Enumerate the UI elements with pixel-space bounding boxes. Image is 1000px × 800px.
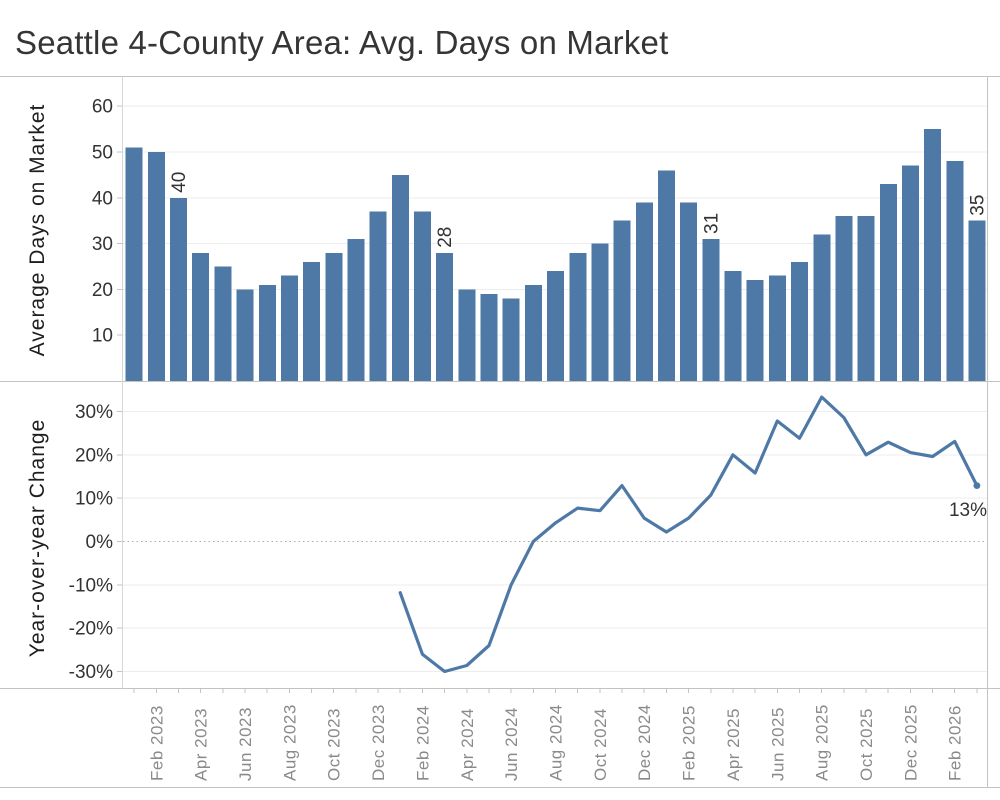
bar-mark[interactable] xyxy=(569,252,587,381)
bar-mark[interactable] xyxy=(835,216,853,381)
bar-mark[interactable] xyxy=(258,284,276,381)
x-tick-label: Dec 2024 xyxy=(635,704,654,781)
x-tick-label: Oct 2025 xyxy=(857,708,876,781)
bar-mark[interactable] xyxy=(303,261,321,381)
x-tick-label: Jun 2023 xyxy=(236,707,255,781)
bar-mark[interactable] xyxy=(768,275,786,381)
bar-value-label: 40 xyxy=(169,172,190,193)
bar-mark[interactable] xyxy=(236,289,254,381)
bar-value-label: 28 xyxy=(435,227,456,248)
bar-mark[interactable] xyxy=(857,216,875,381)
bar-mark[interactable] xyxy=(879,184,897,381)
bar-mark[interactable] xyxy=(924,129,942,381)
yoy-line[interactable] xyxy=(398,395,979,674)
x-tick-label: Dec 2025 xyxy=(901,704,920,781)
x-tick-label: Apr 2024 xyxy=(458,708,477,781)
page-title: Seattle 4-County Area: Avg. Days on Mark… xyxy=(15,24,669,61)
y-tick-label: 20% xyxy=(75,445,113,466)
bar-mark[interactable] xyxy=(547,271,565,381)
y-tick-label: -30% xyxy=(69,662,113,683)
bar-mark[interactable] xyxy=(946,161,964,381)
y-tick-label: -10% xyxy=(69,575,113,596)
y-tick-label: 20 xyxy=(92,280,113,301)
bar-mark[interactable] xyxy=(325,252,343,381)
bar-mark[interactable] xyxy=(635,202,653,381)
bar-mark[interactable] xyxy=(746,280,764,381)
bar-mark[interactable] xyxy=(347,239,365,381)
bar-value-label: 35 xyxy=(967,195,988,216)
bar-mark[interactable] xyxy=(502,298,520,381)
x-tick-label: Feb 2024 xyxy=(413,705,432,781)
x-tick-label: Aug 2023 xyxy=(280,704,299,781)
bar-mark[interactable] xyxy=(436,252,454,381)
bar-mark[interactable] xyxy=(369,211,387,382)
bar-mark[interactable] xyxy=(147,152,165,381)
x-tick-label: Jun 2025 xyxy=(768,707,787,781)
x-tick-label: Dec 2023 xyxy=(369,704,388,781)
y-tick-label: 10 xyxy=(92,326,113,347)
bar-mark[interactable] xyxy=(724,271,742,381)
x-tick-label: Feb 2025 xyxy=(680,705,699,781)
bar-mark[interactable] xyxy=(902,165,919,381)
x-tick-label: Oct 2023 xyxy=(325,708,344,781)
bar-mark[interactable] xyxy=(280,275,298,381)
bar-mark[interactable] xyxy=(458,289,476,381)
x-tick-label: Feb 2026 xyxy=(946,705,965,781)
bar-mark[interactable] xyxy=(524,284,542,381)
x-tick-label: Apr 2023 xyxy=(192,708,211,781)
x-tick-label: Aug 2024 xyxy=(547,704,566,781)
x-tick-label: Oct 2024 xyxy=(591,708,610,781)
bar-mark[interactable] xyxy=(813,234,831,381)
x-tick-label: Jun 2024 xyxy=(502,707,521,781)
yoy-end-label: 13% xyxy=(949,500,987,521)
bar-mark[interactable] xyxy=(591,243,609,381)
bar-mark[interactable] xyxy=(680,202,698,381)
y-tick-label: 50 xyxy=(92,143,113,164)
yoy-end-marker[interactable] xyxy=(973,482,981,489)
bar-mark[interactable] xyxy=(658,170,675,381)
x-tick-label: Apr 2025 xyxy=(724,708,743,781)
x-tick-label: Aug 2025 xyxy=(813,704,832,781)
y-tick-label: 10% xyxy=(75,489,113,510)
bar-mark[interactable] xyxy=(391,174,409,381)
y-tick-label: 40 xyxy=(92,188,113,209)
bar-mark[interactable] xyxy=(192,252,210,381)
y-tick-label: 30% xyxy=(75,402,113,423)
y-tick-label: 30 xyxy=(92,234,113,255)
bar-value-label: 31 xyxy=(701,213,722,234)
bar-mark[interactable] xyxy=(480,294,498,381)
bar-mark[interactable] xyxy=(613,220,631,381)
y-tick-label: -20% xyxy=(69,619,113,640)
bar-mark[interactable] xyxy=(214,266,232,382)
bar-mark[interactable] xyxy=(968,220,986,381)
x-tick-label: Feb 2023 xyxy=(147,705,166,781)
bar-mark[interactable] xyxy=(170,197,187,381)
bar-mark[interactable] xyxy=(791,261,809,381)
bar-mark[interactable] xyxy=(125,147,143,381)
y-tick-label: 60 xyxy=(92,97,113,118)
bar-mark[interactable] xyxy=(702,239,720,381)
bar-mark[interactable] xyxy=(414,211,431,382)
y-tick-label: 0% xyxy=(86,532,114,553)
